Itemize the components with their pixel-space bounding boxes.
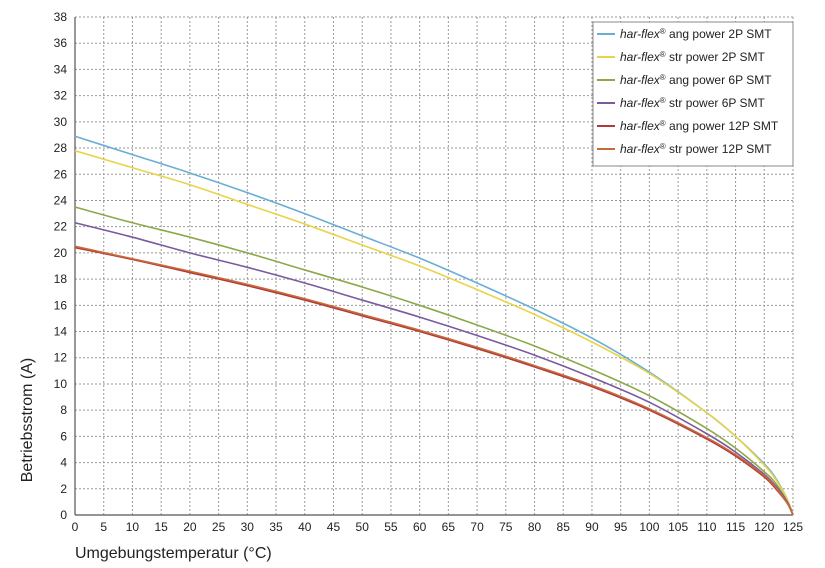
x-tick-label: 30 bbox=[241, 520, 255, 534]
x-tick-label: 45 bbox=[327, 520, 341, 534]
y-tick-label: 36 bbox=[54, 36, 68, 50]
legend-entry: har-flex® str power 12P SMT bbox=[620, 142, 772, 156]
y-tick-label: 16 bbox=[54, 298, 68, 312]
x-tick-label: 120 bbox=[754, 520, 774, 534]
y-tick-label: 26 bbox=[54, 167, 68, 181]
x-tick-label: 115 bbox=[726, 520, 745, 534]
x-tick-label: 80 bbox=[528, 520, 542, 534]
legend-entry: har-flex® str power 6P SMT bbox=[620, 96, 766, 110]
y-tick-label: 20 bbox=[54, 246, 68, 260]
y-axis-label: Betriebsstrom (A) bbox=[19, 358, 36, 482]
y-tick-label: 0 bbox=[60, 508, 67, 522]
x-tick-label: 105 bbox=[668, 520, 688, 534]
x-tick-label: 40 bbox=[298, 520, 312, 534]
x-tick-label: 55 bbox=[384, 520, 398, 534]
y-tick-label: 18 bbox=[54, 272, 68, 286]
x-tick-label: 125 bbox=[783, 520, 803, 534]
x-tick-label: 15 bbox=[154, 520, 168, 534]
legend-entry: har-flex® ang power 2P SMT bbox=[620, 27, 772, 41]
y-tick-label: 38 bbox=[54, 10, 68, 24]
legend-box bbox=[592, 21, 794, 167]
y-tick-label: 10 bbox=[54, 377, 68, 391]
y-tick-label: 24 bbox=[54, 193, 68, 207]
x-tick-label: 90 bbox=[585, 520, 599, 534]
y-tick-label: 28 bbox=[54, 141, 68, 155]
y-tick-label: 2 bbox=[60, 482, 67, 496]
x-tick-label: 70 bbox=[470, 520, 484, 534]
legend-entry: har-flex® ang power 12P SMT bbox=[620, 119, 779, 133]
x-tick-label: 10 bbox=[126, 520, 140, 534]
series-lines bbox=[74, 135, 794, 516]
y-tick-label: 12 bbox=[54, 351, 68, 365]
x-tick-labels: 0 5 10 15 20 25 30 35 40 45 50 55 60 65 70 75 80 85 90 95 10… bbox=[72, 520, 804, 534]
series-line-3 bbox=[74, 206, 794, 516]
series-line-2 bbox=[74, 149, 794, 516]
x-tick-label: 20 bbox=[183, 520, 197, 534]
y-tick-label: 30 bbox=[54, 115, 68, 129]
x-tick-label: 0 bbox=[72, 520, 79, 534]
y-tick-label: 14 bbox=[54, 325, 68, 339]
y-tick-label: 8 bbox=[60, 403, 67, 417]
axes bbox=[74, 17, 793, 516]
x-tick-label: 110 bbox=[697, 520, 716, 534]
x-tick-label: 25 bbox=[212, 520, 226, 534]
grid bbox=[75, 16, 794, 515]
x-tick-label: 85 bbox=[557, 520, 571, 534]
x-axis-label: Umgebungstemperatur (°C) bbox=[75, 545, 272, 562]
x-tick-label: 75 bbox=[499, 520, 513, 534]
x-tick-label: 35 bbox=[269, 520, 283, 534]
y-tick-label: 6 bbox=[60, 429, 67, 443]
y-tick-label: 32 bbox=[54, 89, 68, 103]
legend: har-flex® ang power 2P SMT har-flex® str … bbox=[592, 21, 794, 167]
x-tick-label: 100 bbox=[639, 520, 659, 534]
legend-entry: har-flex® ang power 6P SMT bbox=[620, 73, 772, 87]
series-line-6 bbox=[74, 245, 794, 516]
x-tick-label: 60 bbox=[413, 520, 427, 534]
y-tick-label: 22 bbox=[54, 220, 68, 234]
x-tick-label: 65 bbox=[442, 520, 456, 534]
x-tick-label: 95 bbox=[614, 520, 628, 534]
x-tick-label: 50 bbox=[356, 520, 370, 534]
x-tick-label: 5 bbox=[100, 520, 107, 534]
legend-entry: har-flex® str power 2P SMT bbox=[620, 50, 766, 64]
series-line-5 bbox=[74, 246, 794, 516]
y-tick-label: 4 bbox=[60, 456, 67, 470]
series-line-4 bbox=[74, 221, 794, 516]
series-line-1 bbox=[74, 135, 794, 516]
y-tick-label: 34 bbox=[54, 62, 68, 76]
